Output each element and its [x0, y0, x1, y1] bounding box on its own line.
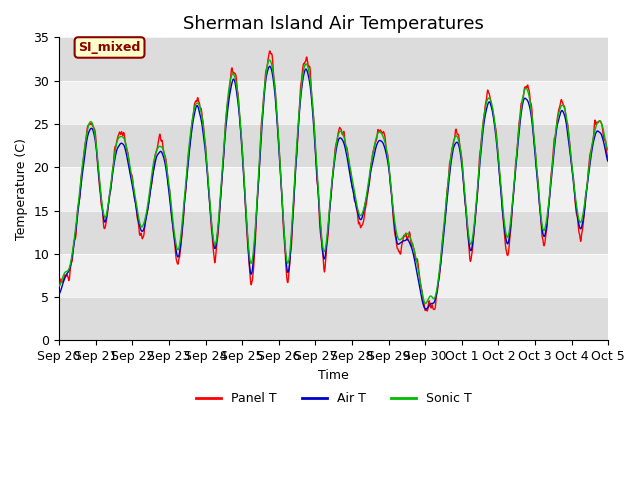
Bar: [59, 254, 608, 297]
Line: Air T: Air T: [59, 66, 608, 309]
Legend: Panel T, Air T, Sonic T: Panel T, Air T, Sonic T: [191, 387, 476, 410]
X-axis label: Time: Time: [318, 369, 349, 382]
Text: SI_mixed: SI_mixed: [78, 41, 141, 54]
Bar: [59, 124, 608, 167]
Bar: [59, 167, 608, 211]
Line: Sonic T: Sonic T: [59, 60, 608, 303]
Line: Panel T: Panel T: [59, 51, 608, 311]
Bar: [59, 297, 608, 340]
Bar: [59, 37, 608, 81]
Y-axis label: Temperature (C): Temperature (C): [15, 138, 28, 240]
Bar: [59, 81, 608, 124]
Title: Sherman Island Air Temperatures: Sherman Island Air Temperatures: [183, 15, 484, 33]
Bar: [59, 211, 608, 254]
